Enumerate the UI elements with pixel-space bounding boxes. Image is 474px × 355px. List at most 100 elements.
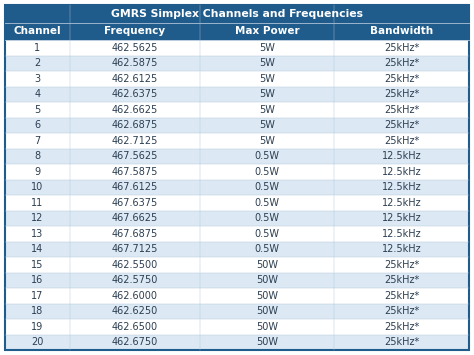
- Text: 462.5625: 462.5625: [112, 43, 158, 53]
- Bar: [70, 164, 200, 180]
- Bar: [5, 40, 70, 55]
- Bar: [335, 273, 469, 288]
- Bar: [5, 102, 70, 118]
- Text: 462.7125: 462.7125: [112, 136, 158, 146]
- Bar: [200, 241, 335, 257]
- Bar: [200, 102, 335, 118]
- Bar: [335, 334, 469, 350]
- Bar: [5, 87, 70, 102]
- Text: 0.5W: 0.5W: [255, 167, 280, 177]
- Bar: [5, 148, 70, 164]
- Text: 9: 9: [35, 167, 41, 177]
- Text: 12.5kHz: 12.5kHz: [382, 151, 421, 161]
- Bar: [200, 304, 335, 319]
- Text: 12.5kHz: 12.5kHz: [382, 229, 421, 239]
- Bar: [335, 241, 469, 257]
- Bar: [335, 257, 469, 273]
- Text: 462.6125: 462.6125: [112, 74, 158, 84]
- Bar: [70, 87, 200, 102]
- Text: 50W: 50W: [256, 260, 278, 270]
- Bar: [5, 180, 70, 195]
- Bar: [70, 334, 200, 350]
- Bar: [70, 40, 200, 55]
- Text: 462.6500: 462.6500: [112, 322, 158, 332]
- Text: 5W: 5W: [259, 74, 275, 84]
- Bar: [335, 304, 469, 319]
- Text: 25kHz*: 25kHz*: [384, 322, 419, 332]
- Bar: [70, 273, 200, 288]
- Text: 25kHz*: 25kHz*: [384, 58, 419, 68]
- Bar: [335, 118, 469, 133]
- Bar: [200, 273, 335, 288]
- Bar: [70, 148, 200, 164]
- Text: 12.5kHz: 12.5kHz: [382, 213, 421, 223]
- Text: 25kHz*: 25kHz*: [384, 136, 419, 146]
- Text: 25kHz*: 25kHz*: [384, 89, 419, 99]
- Text: 18: 18: [31, 306, 44, 316]
- Bar: [335, 40, 469, 55]
- Bar: [200, 164, 335, 180]
- Text: 462.6000: 462.6000: [112, 291, 158, 301]
- Bar: [335, 211, 469, 226]
- Bar: [70, 241, 200, 257]
- Bar: [335, 148, 469, 164]
- Text: 50W: 50W: [256, 337, 278, 347]
- Bar: [335, 195, 469, 211]
- Text: 0.5W: 0.5W: [255, 229, 280, 239]
- Bar: [70, 226, 200, 241]
- Text: 15: 15: [31, 260, 44, 270]
- Text: 5W: 5W: [259, 105, 275, 115]
- Text: 25kHz*: 25kHz*: [384, 260, 419, 270]
- Text: 20: 20: [31, 337, 44, 347]
- Bar: [70, 23, 200, 40]
- Bar: [70, 288, 200, 304]
- Bar: [70, 102, 200, 118]
- Bar: [70, 180, 200, 195]
- Text: 50W: 50W: [256, 322, 278, 332]
- Text: 0.5W: 0.5W: [255, 213, 280, 223]
- Bar: [335, 164, 469, 180]
- Text: 25kHz*: 25kHz*: [384, 275, 419, 285]
- Text: 462.6625: 462.6625: [112, 105, 158, 115]
- Text: 462.6875: 462.6875: [112, 120, 158, 130]
- Text: 50W: 50W: [256, 291, 278, 301]
- Bar: [200, 180, 335, 195]
- Bar: [5, 273, 70, 288]
- Text: 25kHz*: 25kHz*: [384, 105, 419, 115]
- Bar: [335, 102, 469, 118]
- Bar: [5, 257, 70, 273]
- Bar: [200, 319, 335, 334]
- Text: 5W: 5W: [259, 89, 275, 99]
- Text: 10: 10: [31, 182, 44, 192]
- Text: 467.6125: 467.6125: [112, 182, 158, 192]
- Bar: [5, 5, 469, 23]
- Bar: [200, 148, 335, 164]
- Bar: [5, 319, 70, 334]
- Bar: [200, 87, 335, 102]
- Text: 12.5kHz: 12.5kHz: [382, 167, 421, 177]
- Text: 462.6375: 462.6375: [112, 89, 158, 99]
- Text: 467.6625: 467.6625: [112, 213, 158, 223]
- Text: 4: 4: [35, 89, 41, 99]
- Bar: [335, 133, 469, 148]
- Bar: [200, 226, 335, 241]
- Text: 25kHz*: 25kHz*: [384, 43, 419, 53]
- Text: GMRS Simplex Channels and Frequencies: GMRS Simplex Channels and Frequencies: [111, 9, 363, 19]
- Text: Bandwidth: Bandwidth: [370, 27, 433, 37]
- Bar: [335, 319, 469, 334]
- Bar: [335, 71, 469, 87]
- Text: 25kHz*: 25kHz*: [384, 291, 419, 301]
- Bar: [200, 257, 335, 273]
- Bar: [5, 211, 70, 226]
- Bar: [70, 133, 200, 148]
- Text: 467.6875: 467.6875: [112, 229, 158, 239]
- Bar: [200, 118, 335, 133]
- Text: 0.5W: 0.5W: [255, 244, 280, 254]
- Bar: [70, 257, 200, 273]
- Text: 25kHz*: 25kHz*: [384, 306, 419, 316]
- Bar: [70, 211, 200, 226]
- Text: 3: 3: [35, 74, 41, 84]
- Text: 50W: 50W: [256, 306, 278, 316]
- Text: 5: 5: [34, 105, 41, 115]
- Text: 0.5W: 0.5W: [255, 198, 280, 208]
